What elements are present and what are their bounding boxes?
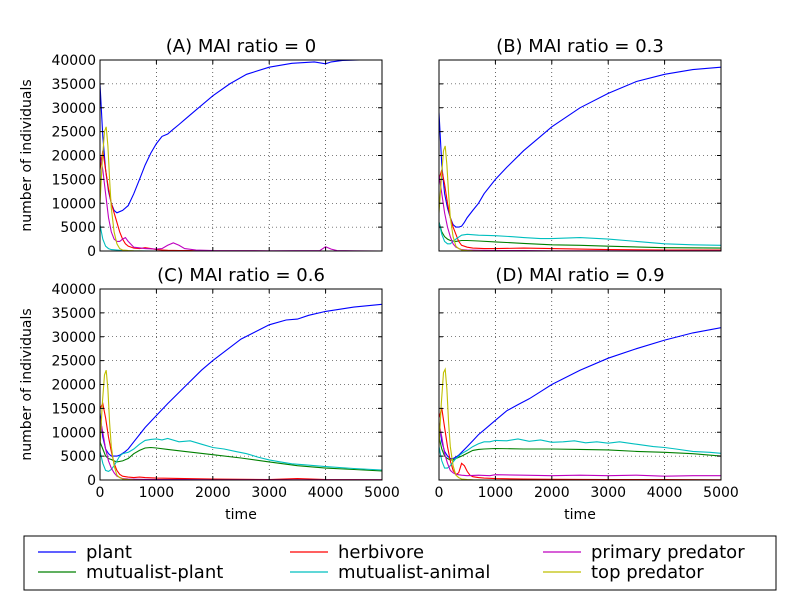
panel-b: (B) MAI ratio = 0.3: [438, 36, 722, 252]
y-tick-label: 0: [87, 244, 96, 260]
y-tick-label: 20000: [51, 378, 96, 394]
x-tick-label: 1000: [139, 485, 175, 501]
y-tick-label: 35000: [51, 77, 96, 93]
y-tick-label: 15000: [51, 401, 96, 417]
plot-frame: [99, 288, 383, 481]
panel-d: 0 1000 2000 3000 4000 5000 (D) MAI ratio = 0.9…: [435, 265, 739, 523]
y-tick-label: 20000: [51, 149, 96, 165]
panel-c: 0 1000 2000 3000 4000 5000 0 5000 10000 15000 2000…: [19, 265, 400, 523]
y-tick-label: 0: [87, 473, 96, 489]
y-tick-label: 5000: [60, 220, 96, 236]
panel-a: 0 5000 10000 15000 20000 25000 30000 35000 40000…: [19, 36, 383, 260]
legend-label: plant: [86, 542, 132, 563]
panel-title: (B) MAI ratio = 0.3: [496, 36, 664, 57]
x-tick-label: 3000: [251, 485, 287, 501]
x-axis-label: time: [225, 507, 257, 523]
x-tick-label: 2000: [534, 485, 570, 501]
legend-frame: [23, 535, 777, 591]
y-tick-label: 35000: [51, 306, 96, 322]
series-line-mutualist-animal: [439, 438, 721, 469]
series-line-herbivore: [100, 150, 382, 251]
y-axis-label: number of individuals: [19, 79, 35, 231]
y-axis-label: number of individuals: [19, 308, 35, 460]
y-tick-label: 15000: [51, 172, 96, 188]
panel-title: (A) MAI ratio = 0: [166, 36, 316, 57]
series-line-primary-predator: [439, 422, 721, 477]
x-axis-label: time: [564, 507, 596, 523]
legend-label: mutualist-animal: [338, 562, 490, 583]
y-tick-label: 5000: [60, 449, 96, 465]
legend-item: top predator: [543, 562, 704, 583]
legend-label: herbivore: [338, 542, 424, 563]
x-tick-label: 0: [96, 485, 105, 501]
legend-item: plant: [38, 542, 132, 563]
y-tick-label: 25000: [51, 125, 96, 141]
y-tick-label: 40000: [51, 53, 96, 69]
x-tick-label: 1000: [478, 485, 514, 501]
legend-item: herbivore: [290, 542, 424, 563]
series-line-mutualist-animal: [439, 222, 721, 246]
y-tick-label: 25000: [51, 354, 96, 370]
series-line-herbivore: [439, 169, 721, 251]
x-tick-label: 2000: [195, 485, 231, 501]
series-line-primary-predator: [100, 155, 382, 251]
x-tick-label: 5000: [703, 485, 739, 501]
x-tick-label: 0: [435, 485, 444, 501]
series-line-mutualist-plant: [439, 222, 721, 249]
panel-title: (C) MAI ratio = 0.6: [157, 265, 325, 286]
y-tick-label: 10000: [51, 196, 96, 212]
legend-item: primary predator: [543, 542, 745, 563]
series-line-mutualist-plant: [439, 436, 721, 461]
legend-label: top predator: [591, 562, 704, 583]
y-tick-label: 30000: [51, 330, 96, 346]
series-line-mutualist-animal: [100, 437, 382, 473]
series-line-plant: [439, 327, 721, 460]
legend-label: mutualist-plant: [86, 562, 223, 583]
legend-label: primary predator: [591, 542, 745, 563]
series-line-top-predator: [100, 126, 382, 251]
x-tick-label: 3000: [590, 485, 626, 501]
panel-title: (D) MAI ratio = 0.9: [495, 265, 664, 286]
legend-item: mutualist-plant: [38, 562, 223, 583]
series-line-plant: [100, 303, 382, 457]
y-tick-label: 40000: [51, 282, 96, 298]
y-tick-label: 10000: [51, 425, 96, 441]
plot-frame: [99, 59, 383, 252]
legend-item: mutualist-animal: [290, 562, 490, 583]
y-tick-label: 30000: [51, 101, 96, 117]
series-line-top-predator: [100, 370, 382, 480]
series-line-herbivore: [439, 408, 721, 480]
series-line-mutualist-animal: [100, 224, 382, 251]
series-line-primary-predator: [439, 174, 721, 251]
series-line-top-predator: [439, 145, 721, 251]
series-line-mutualist-plant: [100, 441, 382, 472]
x-tick-label: 4000: [647, 485, 683, 501]
series-line-plant: [100, 60, 382, 214]
series-line-top-predator: [439, 367, 721, 480]
x-tick-label: 4000: [308, 485, 344, 501]
x-tick-label: 5000: [364, 485, 400, 501]
